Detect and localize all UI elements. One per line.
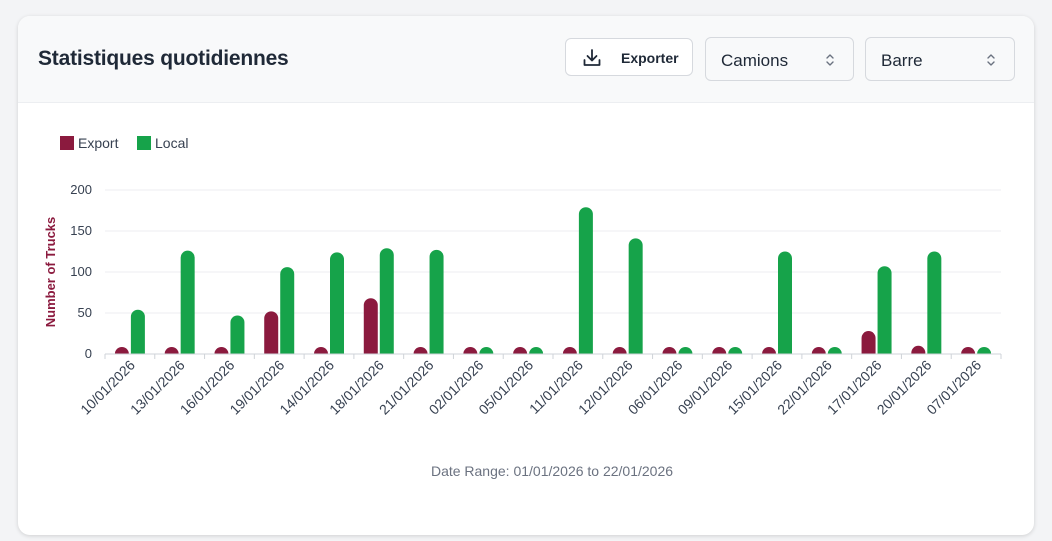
y-tick-label: 100 [70, 264, 92, 279]
bar-local [578, 207, 593, 361]
bar-local [180, 250, 195, 361]
page-title: Statistiques quotidiennes [38, 47, 289, 70]
bar-local [330, 252, 344, 361]
y-tick-label: 200 [70, 182, 92, 197]
x-tick-label: 07/01/2026 [923, 357, 984, 418]
chevron-up-down-icon [825, 52, 835, 68]
y-tick-label: 0 [85, 346, 92, 361]
bar-local [927, 251, 942, 361]
bar-local [230, 315, 245, 361]
bar-local [429, 249, 444, 361]
daily-stats-card: Statistiques quotidiennes Exporter Camio… [18, 16, 1034, 535]
bar-local [877, 266, 892, 361]
metric-select-value: Camions [721, 51, 789, 70]
export-button-label: Exporter [621, 50, 679, 66]
bar-local [280, 267, 295, 361]
bar-export [363, 298, 378, 361]
date-range-caption: Date Range: 01/01/2026 to 22/01/2026 [431, 463, 673, 479]
download-icon [583, 49, 601, 67]
legend-swatch-export [60, 136, 74, 150]
chart-type-select[interactable]: Barre [865, 37, 1015, 81]
legend-swatch-local [137, 136, 151, 150]
card-header: Statistiques quotidiennes Exporter Camio… [18, 16, 1034, 103]
bar-export [264, 311, 279, 361]
bar-local [628, 238, 643, 361]
chart-type-select-value: Barre [881, 51, 923, 70]
x-tick-label: 05/01/2026 [475, 357, 536, 418]
y-tick-label: 50 [78, 305, 92, 320]
legend-label-local: Local [155, 135, 188, 151]
legend-label-export: Export [78, 135, 119, 151]
chevron-up-down-icon [986, 52, 996, 68]
y-axis-label: Number of Trucks [43, 217, 58, 328]
bar-local [379, 248, 394, 361]
export-button[interactable]: Exporter [565, 38, 693, 76]
metric-select[interactable]: Camions [705, 37, 854, 81]
y-tick-label: 150 [70, 223, 92, 238]
bar-local [130, 309, 145, 361]
bar-local [778, 251, 792, 361]
